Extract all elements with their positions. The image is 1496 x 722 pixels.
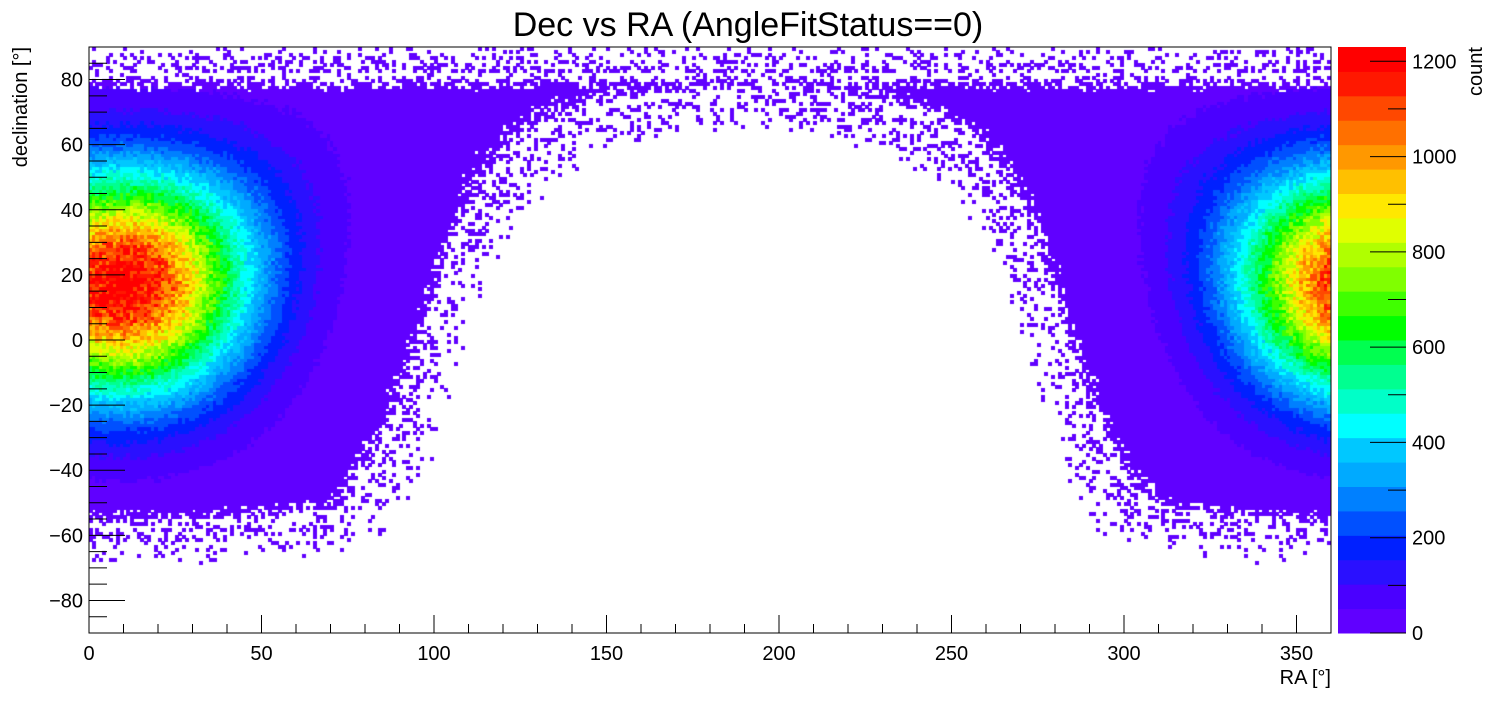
y-tick-label: 80 <box>61 70 83 92</box>
y-tick-label: 40 <box>61 200 83 222</box>
x-tick-label: 350 <box>1280 643 1313 665</box>
y-axis: −80 −60 −40 −20 0 20 40 60 80 <box>49 46 125 634</box>
colorbar-band <box>1338 71 1406 97</box>
colorbar-band <box>1338 169 1406 194</box>
y-tick-label: −40 <box>49 460 83 482</box>
colorbar-band <box>1338 242 1406 268</box>
y-tick-label: 60 <box>61 135 83 157</box>
colorbar-band <box>1338 559 1406 585</box>
colorbar-band <box>1338 266 1406 292</box>
plot-title: Dec vs RA (AngleFitStatus==0) <box>513 6 984 44</box>
x-tick-label: 150 <box>590 643 623 665</box>
z-tick-label: 600 <box>1412 337 1445 359</box>
x-axis: 0 50 100 150 200 250 300 350 <box>83 615 1332 665</box>
colorbar-band <box>1338 120 1406 146</box>
colorbar-band <box>1338 340 1406 365</box>
y-tick-label: 20 <box>61 265 83 287</box>
y-tick-label: −20 <box>49 395 83 417</box>
z-tick-label: 400 <box>1412 432 1445 454</box>
colorbar-band <box>1338 608 1406 634</box>
colorbar-band <box>1338 486 1406 512</box>
colorbar-band <box>1338 47 1406 72</box>
z-tick-label: 0 <box>1412 623 1423 645</box>
z-tick-label: 800 <box>1412 242 1445 264</box>
z-tick-label: 1000 <box>1412 147 1457 169</box>
z-tick-label: 1200 <box>1412 51 1457 73</box>
z-tick-label: 200 <box>1412 528 1445 550</box>
y-tick-label: −60 <box>49 525 83 547</box>
colorbar-band <box>1338 217 1406 243</box>
colorbar-band <box>1338 462 1406 487</box>
colorbar-band <box>1338 535 1406 561</box>
colorbar-title: count <box>1465 47 1487 96</box>
x-tick-label: 50 <box>250 643 272 665</box>
colorbar-band <box>1338 437 1406 463</box>
colorbar-band <box>1338 193 1406 219</box>
colorbar-band <box>1338 364 1406 390</box>
colorbar-band <box>1338 584 1406 610</box>
colorbar-band <box>1338 413 1406 439</box>
x-tick-label: 200 <box>762 643 795 665</box>
colorbar-band <box>1338 144 1406 170</box>
y-tick-label: −80 <box>49 590 83 612</box>
x-tick-label: 250 <box>935 643 968 665</box>
colorbar-band <box>1338 315 1406 341</box>
colorbar-band <box>1338 510 1406 536</box>
heatmap-canvas <box>89 47 1331 633</box>
y-tick-label: 0 <box>72 330 83 352</box>
colorbar: 0 200 400 600 800 1000 1200 <box>1338 47 1457 645</box>
y-axis-title: declination [°] <box>10 47 32 167</box>
colorbar-band <box>1338 95 1406 121</box>
x-axis-title: RA [°] <box>1280 667 1331 689</box>
colorbar-band <box>1338 291 1406 317</box>
x-tick-label: 0 <box>83 643 94 665</box>
x-tick-label: 300 <box>1107 643 1140 665</box>
colorbar-band <box>1338 388 1406 414</box>
x-tick-label: 100 <box>417 643 450 665</box>
